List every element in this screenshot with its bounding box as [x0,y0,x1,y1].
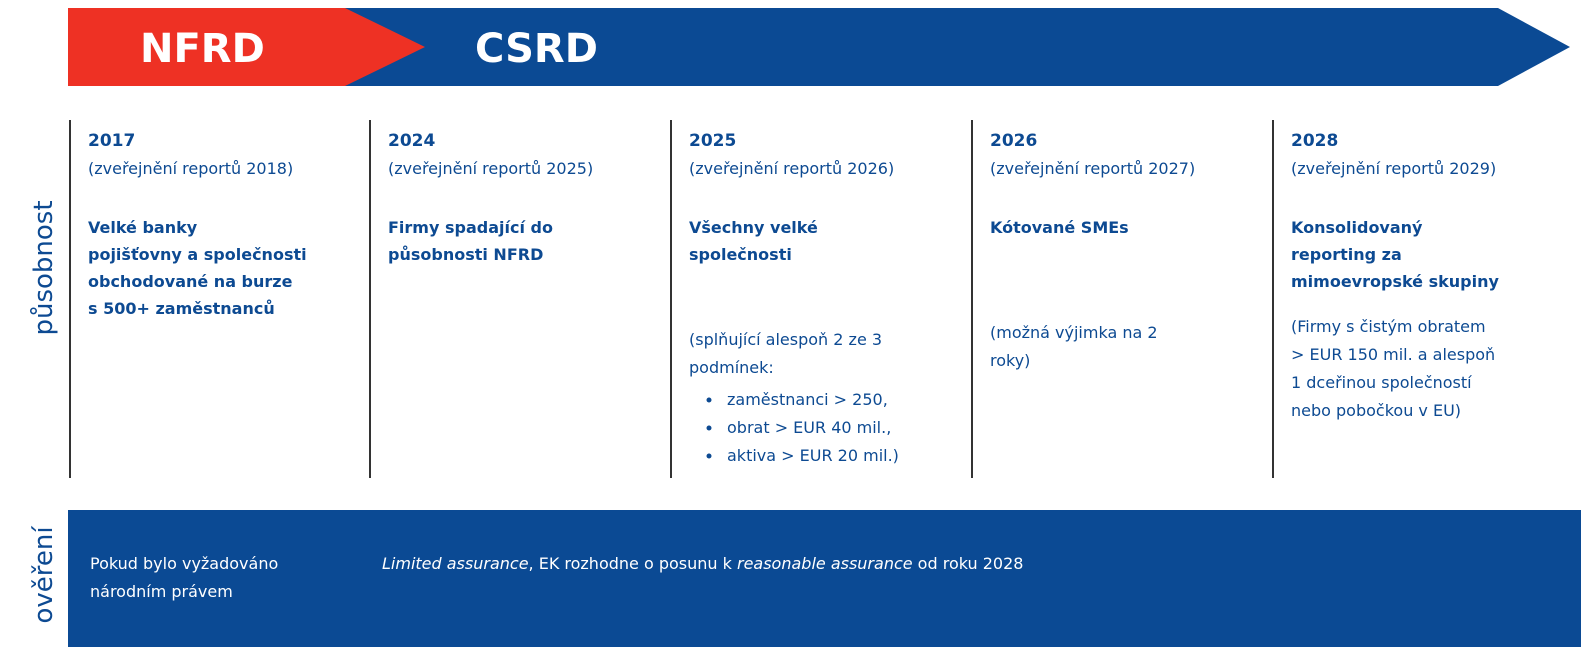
year: 2026 [990,131,1037,151]
assurance-left: národním právem [90,582,233,601]
note: nebo pobočkou v EU) [1291,401,1461,420]
description: reporting za [1291,245,1402,264]
bullet-dot [706,425,712,431]
description: obchodované na burze [88,272,293,291]
bullet-dot [706,453,712,459]
description: Kótované SMEs [990,218,1129,237]
assurance-segment: , EK rozhodne o posunu k [529,554,737,573]
description: působnosti NFRD [388,245,543,264]
csrd-label: CSRD [475,26,598,72]
subtitle: (zveřejnění reportů 2018) [88,159,293,178]
assurance-left: Pokud bylo vyžadováno [90,554,278,573]
year: 2028 [1291,131,1338,151]
year: 2017 [88,131,135,151]
note: roky) [990,351,1030,370]
description: Konsolidovaný [1291,218,1423,237]
description: pojišťovny a společnosti [88,245,307,264]
year: 2024 [388,131,435,151]
subtitle: (zveřejnění reportů 2026) [689,159,894,178]
bullet: obrat > EUR 40 mil., [727,418,891,437]
description: Firmy spadající do [388,218,553,237]
subtitle: (zveřejnění reportů 2025) [388,159,593,178]
bullet: zaměstnanci > 250, [727,390,888,409]
year: 2025 [689,131,736,151]
note: > EUR 150 mil. a alespoň [1291,345,1495,364]
subtitle: (zveřejnění reportů 2029) [1291,159,1496,178]
note: (splňující alespoň 2 ze 3 [689,330,882,349]
description: Velké banky [88,218,198,237]
description: Všechny velké [689,218,818,237]
nfrd-label: NFRD [140,26,265,72]
description: společnosti [689,245,792,264]
assurance-bar [68,510,1581,647]
assurance-segment: Limited assurance [382,554,529,573]
side-label: ověření [29,526,59,624]
note: podmínek: [689,358,774,377]
assurance-segment: od roku 2028 [913,554,1024,573]
assurance-right: Limited assurance, EK rozhodne o posunu … [382,554,1023,573]
description: s 500+ zaměstnanců [88,299,275,318]
bullet: aktiva > EUR 20 mil.) [727,446,899,465]
note: (možná výjimka na 2 [990,323,1158,342]
bullet-dot [706,397,712,403]
note: 1 dceřinou společností [1291,373,1472,392]
description: mimoevropské skupiny [1291,272,1499,291]
side-label: působnost [29,200,59,335]
subtitle: (zveřejnění reportů 2027) [990,159,1195,178]
nfrd-arrow [68,8,425,86]
note: (Firmy s čistým obratem [1291,317,1486,336]
assurance-segment: reasonable assurance [737,554,913,573]
csrd-arrow [345,8,1570,86]
